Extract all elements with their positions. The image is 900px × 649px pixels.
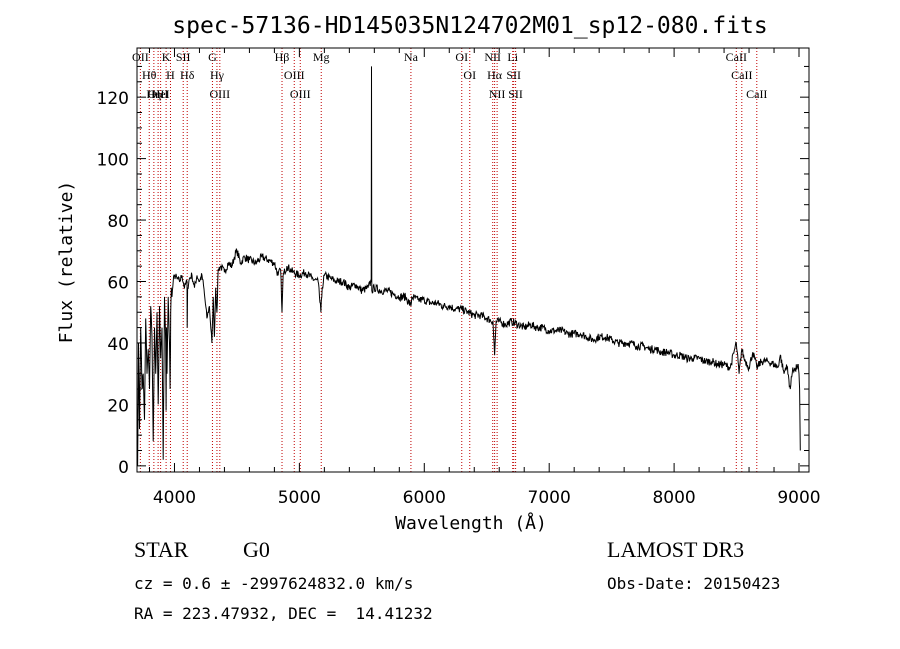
x-tick-label-3: 7000 xyxy=(528,488,571,508)
object-class: STAR xyxy=(134,537,189,562)
line-label-3: OIII xyxy=(148,87,169,101)
line-label-16: Na xyxy=(404,50,419,64)
redshift-readout: cz = 0.6 ± -2997624832.0 km/s xyxy=(134,574,414,593)
line-label-4: HeI xyxy=(152,87,170,101)
y-tick-label-1: 20 xyxy=(107,396,129,416)
line-label-0: OII xyxy=(132,50,149,64)
y-axis-ticks: 0 20 40 60 80 100 120 xyxy=(97,65,809,478)
y-axis-label: Flux (relative) xyxy=(56,181,77,344)
chart-title: spec-57136-HD145035N124702M01_sp12-080.f… xyxy=(172,13,767,39)
x-axis-label: Wavelength (Å) xyxy=(395,512,547,534)
line-label-19: NII xyxy=(484,50,501,64)
line-label-13: OIII xyxy=(284,68,305,82)
line-label-22: Li xyxy=(507,50,518,64)
line-label-5: K xyxy=(162,50,171,64)
line-label-23: SII xyxy=(506,68,521,82)
spectrum-series-line xyxy=(136,66,801,466)
line-label-7: SII xyxy=(176,50,191,64)
y-tick-label-6: 120 xyxy=(97,89,129,109)
line-label-9: G xyxy=(208,50,217,64)
line-label-21: NII xyxy=(489,87,506,101)
line-label-12: Hβ xyxy=(275,50,290,64)
plot-frame xyxy=(136,47,810,473)
line-label-10: Hγ xyxy=(210,68,225,82)
x-tick-label-1: 5000 xyxy=(278,488,321,508)
line-label-18: OI xyxy=(463,68,476,82)
line-label-1: Hθ xyxy=(142,68,157,82)
line-label-20: Hα xyxy=(487,68,503,82)
coordinates-readout: RA = 223.47932, DEC = 14.41232 xyxy=(134,604,433,623)
x-tick-label-0: 4000 xyxy=(153,488,196,508)
x-tick-label-4: 8000 xyxy=(652,488,695,508)
line-label-15: Mg xyxy=(313,50,330,64)
line-label-14: OIII xyxy=(290,87,311,101)
x-axis-ticks: 4000 5000 6000 7000 8000 9000 xyxy=(148,48,821,508)
line-label-2: Hη xyxy=(146,87,161,101)
line-label-6: H xyxy=(166,68,175,82)
line-label-25: CaII xyxy=(726,50,747,64)
observation-date: Obs-Date: 20150423 xyxy=(607,574,781,593)
y-tick-label-0: 0 xyxy=(118,458,129,478)
line-label-8: Hδ xyxy=(180,68,195,82)
line-label-17: OI xyxy=(455,50,468,64)
y-tick-label-4: 80 xyxy=(107,212,129,232)
x-tick-label-2: 6000 xyxy=(403,488,446,508)
y-tick-label-2: 40 xyxy=(107,335,129,355)
line-label-24: SII xyxy=(508,87,523,101)
line-label-27: CaII xyxy=(746,87,767,101)
x-tick-label-5: 9000 xyxy=(777,488,820,508)
spectral-line-labels: OIIHθHηOIIIHeIKHSIIHδGHγOIIIHβOIIIOIIIMg… xyxy=(132,50,767,101)
line-label-26: CaII xyxy=(731,68,752,82)
y-tick-label-3: 60 xyxy=(107,274,129,294)
line-label-11: OIII xyxy=(209,87,230,101)
y-tick-label-5: 100 xyxy=(97,151,129,171)
survey-name: LAMOST DR3 xyxy=(607,537,745,562)
object-subclass: G0 xyxy=(243,537,270,562)
